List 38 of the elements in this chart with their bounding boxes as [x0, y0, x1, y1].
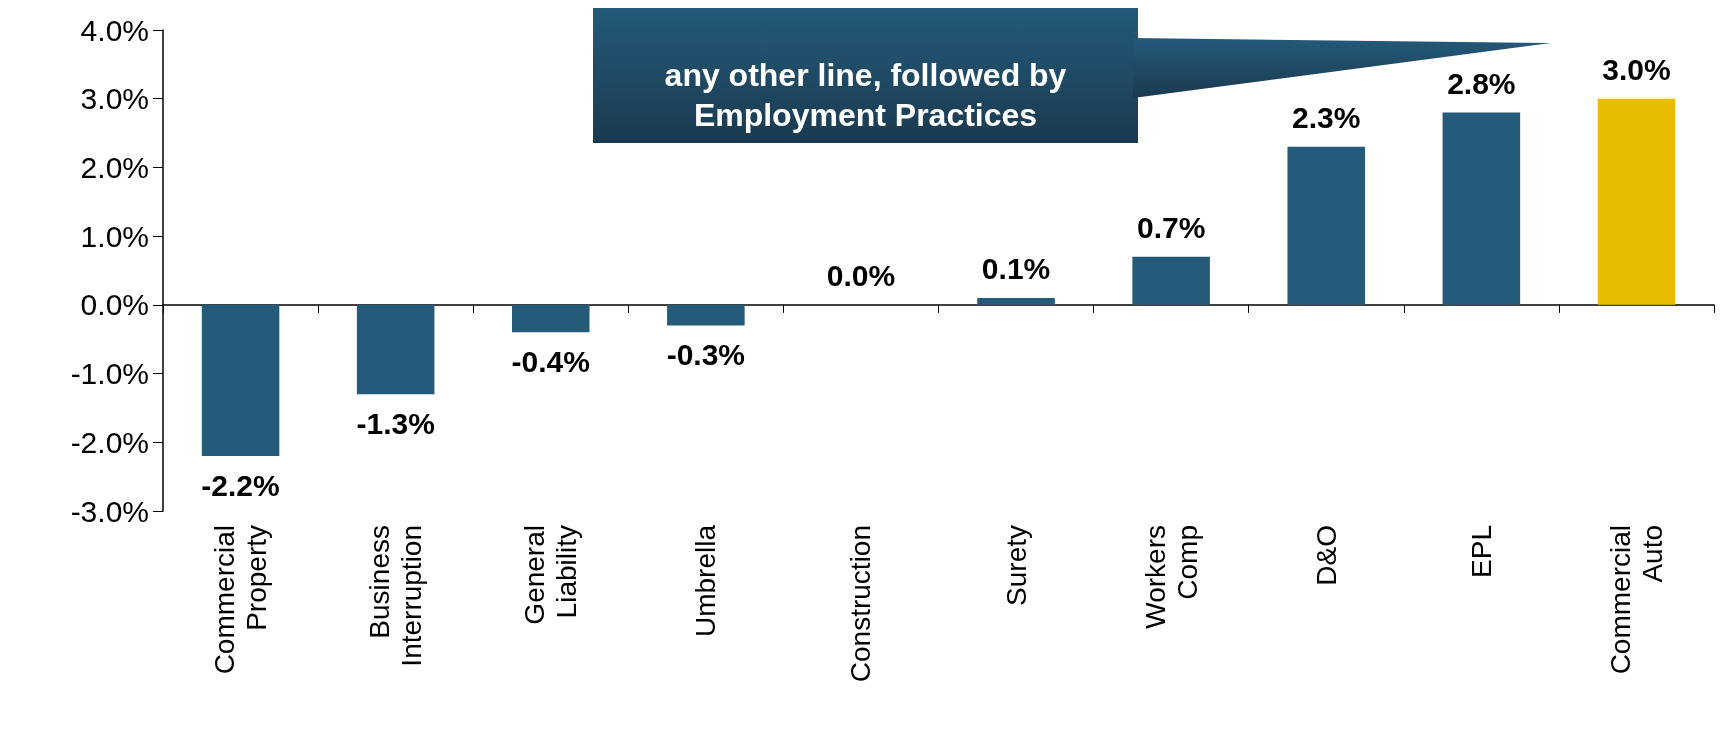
data-label: -0.4% [511, 344, 590, 378]
bar [1132, 256, 1210, 305]
data-label: 0.1% [981, 252, 1051, 286]
bar [1597, 98, 1676, 305]
y-tick-label: -3.0% [70, 494, 149, 528]
data-label: 3.0% [1602, 53, 1671, 87]
x-tick-label: Commercial Property [209, 525, 273, 675]
bar [1442, 112, 1521, 305]
data-label: 2.8% [1447, 66, 1516, 100]
data-label: -0.3% [666, 337, 746, 371]
x-tick-label: Business Interruption [364, 525, 428, 667]
y-tick-label: 4.0% [80, 13, 149, 47]
bar [977, 297, 1055, 305]
x-tick-label: Surety [1000, 525, 1032, 606]
x-tick-label: EPL [1465, 525, 1497, 578]
x-tick-label: Workers Comp [1139, 525, 1203, 629]
data-label: 0.0% [826, 259, 896, 293]
data-label: 2.3% [1292, 101, 1361, 135]
y-tick-label: 3.0% [80, 82, 149, 116]
data-label: 0.7% [1136, 211, 1206, 245]
x-tick-label: Umbrella [690, 524, 722, 638]
data-label: -1.3% [356, 406, 435, 440]
y-tick-label: 0.0% [80, 288, 149, 322]
y-tick-label: -2.0% [70, 425, 149, 459]
data-label: -2.2% [201, 468, 280, 502]
x-tick-label: D&O [1310, 525, 1342, 586]
bar [201, 304, 280, 457]
annotation: any other line, followed by Employment Practices [663, 56, 1068, 135]
x-tick-label: Commercial Auto [1604, 525, 1668, 675]
bar [511, 304, 590, 333]
y-tick-label: -1.0% [70, 357, 149, 391]
x-tick-label: Construction [845, 525, 877, 683]
bar [1287, 146, 1366, 305]
bar [667, 304, 745, 326]
y-tick-label: 2.0% [80, 150, 149, 184]
y-tick-label: 1.0% [80, 219, 149, 253]
x-tick-label: General Liability [519, 525, 583, 625]
bar [356, 304, 435, 395]
